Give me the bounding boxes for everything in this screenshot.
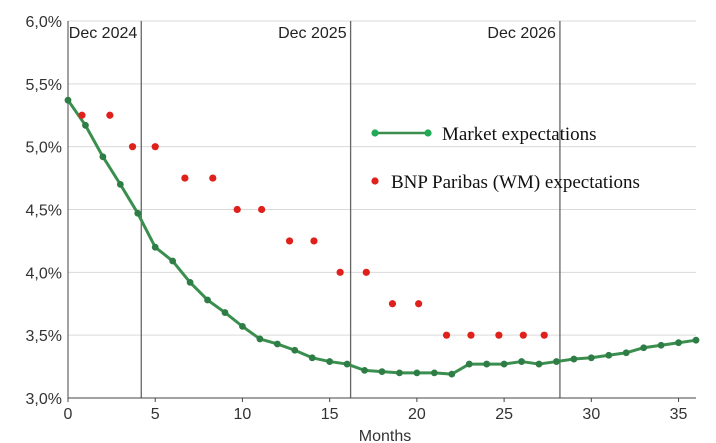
market-expectations-point — [396, 369, 403, 377]
period-marker-label: Dec 2025 — [278, 25, 347, 42]
x-tick-label: 25 — [495, 406, 513, 423]
bnp-expectations-point — [106, 111, 114, 119]
y-tick-label: 5,0% — [26, 140, 62, 157]
x-tick-labels: 0 5 10 15 20 25 30 35 — [64, 398, 688, 423]
market-expectations-point — [535, 360, 543, 368]
market-expectations-point — [361, 366, 368, 374]
market-expectations-point — [308, 354, 316, 362]
y-tick-labels: 3,0% 3,5% 4,0% 4,5% 5,0% 5,5% 6,0% — [26, 14, 62, 408]
series — [64, 96, 700, 378]
x-tick-label: 20 — [408, 406, 426, 423]
bnp-expectations-point — [233, 205, 241, 214]
market-expectations-point — [587, 354, 595, 362]
market-expectations-point — [448, 370, 456, 378]
y-tick-label: 3,0% — [26, 391, 62, 408]
market-expectations-point — [378, 368, 386, 376]
bnp-expectations-point — [495, 331, 503, 339]
market-expectations-point — [151, 243, 159, 251]
bnp-expectations-point — [336, 268, 344, 276]
bnp-expectations-point — [151, 143, 159, 151]
market-expectations-point — [116, 180, 124, 188]
market-expectations-point — [640, 344, 648, 352]
market-expectations-point — [657, 341, 665, 349]
market-expectations-point — [413, 369, 421, 377]
period-marker-label: Dec 2026 — [487, 25, 556, 42]
y-tick-label: 4,0% — [26, 265, 62, 282]
bnp-expectations-point — [388, 300, 397, 308]
x-tick-label: 10 — [234, 406, 252, 423]
market-expectations-point — [99, 153, 107, 161]
legend-bnp-label: BNP Paribas (WM) expectations — [391, 172, 640, 193]
x-tick-label: 5 — [151, 406, 160, 423]
market-expectations-point — [256, 335, 264, 343]
market-expectations-point — [692, 336, 700, 344]
bnp-expectations-point — [362, 268, 370, 276]
market-expectations-point — [605, 351, 613, 359]
market-expectations-point — [82, 121, 89, 129]
market-expectations-point — [465, 360, 473, 368]
x-tick-label: 35 — [670, 406, 688, 423]
legend-market-marker — [371, 129, 379, 137]
bnp-expectations-point — [519, 331, 527, 339]
bnp-expectations-point — [78, 111, 86, 119]
legend-market-marker — [424, 129, 432, 137]
market-expectations-point — [430, 369, 438, 377]
x-axis-label: Months — [359, 428, 411, 443]
market-expectations-point — [239, 322, 246, 330]
market-expectations-line — [66, 99, 697, 376]
bnp-expectations-point — [181, 174, 189, 182]
bnp-expectations-point — [285, 237, 294, 245]
x-tick-label: 30 — [582, 406, 600, 423]
bnp-expectations-point — [442, 331, 451, 339]
bnp-expectations-point — [467, 331, 475, 339]
bnp-expectations-point — [258, 205, 266, 214]
period-marker-label: Dec 2024 — [69, 25, 138, 42]
x-tick-label: 15 — [321, 406, 339, 423]
bnp-expectations-point — [209, 174, 217, 182]
market-expectations-point — [221, 309, 229, 316]
market-expectations-point — [326, 358, 334, 365]
market-expectations-point — [273, 340, 281, 348]
market-expectations-point — [518, 358, 525, 365]
market-expectations-point — [343, 360, 351, 368]
gridlines — [68, 20, 696, 399]
market-expectations-point — [570, 355, 578, 363]
market-expectations-point — [291, 346, 299, 354]
y-tick-label: 6,0% — [26, 14, 62, 31]
market-expectations-point — [675, 339, 682, 347]
y-tick-label: 4,5% — [26, 203, 62, 220]
market-expectations-point — [169, 257, 177, 265]
bnp-expectations-point — [310, 237, 318, 245]
market-expectations-point — [204, 296, 211, 304]
legend: Market expectations BNP Paribas (WM) expe… — [371, 124, 640, 193]
bnp-expectations-point — [540, 331, 548, 339]
legend-market-label: Market expectations — [442, 124, 597, 145]
market-expectations-point — [622, 349, 630, 357]
market-expectations-point — [500, 360, 508, 368]
y-tick-label: 5,5% — [26, 77, 62, 94]
period-markers: Dec 2024 Dec 2025 Dec 2026 — [69, 21, 561, 398]
market-expectations-point — [553, 358, 560, 365]
market-expectations-point — [186, 278, 194, 286]
bnp-expectations-point — [128, 143, 137, 151]
market-expectations-point — [64, 96, 72, 104]
x-tick-label: 0 — [64, 406, 73, 423]
market-expectations-point — [134, 209, 142, 217]
bnp-expectations-point — [415, 300, 423, 308]
market-expectations-point — [483, 360, 491, 368]
y-tick-label: 3,5% — [26, 328, 62, 345]
legend-bnp-marker — [371, 177, 379, 185]
